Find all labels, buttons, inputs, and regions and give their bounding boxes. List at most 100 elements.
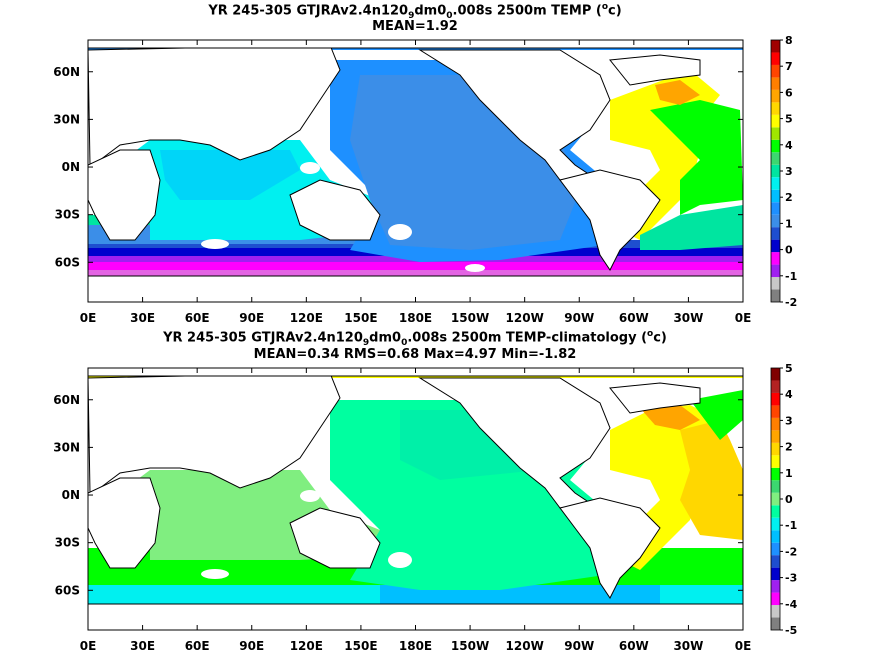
colorbar-label: -1 (785, 519, 797, 532)
panel1-map (88, 40, 743, 302)
p1-so-band-e (88, 270, 743, 276)
colorbar-swatch (771, 189, 780, 203)
x-tick-label: 120E (290, 311, 323, 325)
colorbar-swatch (771, 202, 780, 215)
p2-atlantic-orange (680, 420, 743, 540)
colorbar-swatch (771, 64, 780, 78)
x-tick-label: 0E (735, 311, 752, 325)
colorbar-swatch (771, 430, 780, 443)
x-tick-label: 120E (290, 639, 323, 653)
colorbar-swatch (771, 89, 780, 103)
y-tick-label: 30N (53, 112, 80, 126)
x-tick-label: 90E (239, 311, 264, 325)
colorbar-swatch (771, 392, 780, 406)
x-tick-label: 60W (619, 311, 649, 325)
x-tick-label: 30W (673, 639, 703, 653)
y-tick-label: 30S (55, 536, 80, 550)
x-tick-label: 150W (451, 311, 489, 325)
x-tick-label: 150E (344, 311, 377, 325)
colorbar-label: 4 (785, 139, 793, 152)
colorbar-label: 4 (785, 388, 793, 401)
x-tick-label: 60W (619, 639, 649, 653)
x-tick-label: 0E (80, 639, 97, 653)
colorbar-swatch (771, 505, 780, 518)
colorbar-swatch (771, 492, 780, 506)
colorbar-swatch (771, 127, 780, 140)
y-tick-label: 60N (53, 65, 80, 79)
y-tick-label: 60S (55, 583, 80, 597)
p1-indian-ocean-b (160, 150, 300, 200)
colorbar-swatch (771, 380, 780, 393)
colorbar-swatch (771, 152, 780, 165)
colorbar-label: 5 (785, 113, 793, 126)
colorbar-swatch (771, 77, 780, 90)
x-tick-label: 120W (506, 639, 544, 653)
x-tick-label: 150W (451, 639, 489, 653)
colorbar-swatch (771, 417, 780, 431)
x-tick-label: 0E (735, 639, 752, 653)
x-tick-label: 90W (564, 639, 594, 653)
colorbar-label: -1 (785, 270, 797, 283)
colorbar-swatch (771, 177, 780, 190)
y-tick-label: 0N (62, 488, 80, 502)
x-tick-label: 60E (185, 311, 210, 325)
colorbar-swatch (771, 40, 780, 53)
colorbar-label: 5 (785, 362, 793, 375)
colorbar-swatch (771, 542, 780, 556)
colorbar-swatch (771, 480, 780, 493)
p1-islands (201, 162, 485, 272)
colorbar-swatch (771, 467, 780, 481)
colorbar-swatch (771, 277, 780, 290)
colorbar-swatch (771, 114, 780, 128)
colorbar-label: -4 (785, 598, 798, 611)
colorbar-swatch (771, 164, 780, 178)
colorbar-swatch (771, 567, 780, 581)
colorbar-label: -5 (785, 624, 797, 637)
panel1-title: YR 245-305 GTJRAv2.4n1209dm00.008s 2500m… (208, 2, 622, 21)
colorbar-label: 3 (785, 414, 793, 427)
colorbar-swatch (771, 455, 780, 468)
colorbar-swatch (771, 214, 780, 228)
colorbar-swatch (771, 227, 780, 240)
colorbar-swatch (771, 252, 780, 265)
panel2-map (88, 368, 743, 630)
colorbar-swatch (771, 139, 780, 153)
colorbar-swatch (771, 592, 780, 606)
y-tick-label: 30N (53, 440, 80, 454)
colorbar-swatch (771, 580, 780, 593)
p2-land (88, 368, 743, 630)
x-tick-label: 0E (80, 311, 97, 325)
colorbar-swatch (771, 264, 780, 278)
colorbar-label: 0 (785, 244, 793, 257)
panel2-stats: MEAN=0.34 RMS=0.68 Max=4.97 Min=-1.82 (253, 347, 577, 362)
colorbar-label: -2 (785, 545, 797, 558)
colorbar-swatch (771, 52, 780, 65)
colorbar-label: 0 (785, 493, 793, 506)
x-tick-label: 180E (399, 639, 432, 653)
colorbar-swatch (771, 102, 780, 115)
colorbar-swatch (771, 530, 780, 543)
colorbar-swatch (771, 239, 780, 253)
p2-atlantic-orange-n (640, 405, 700, 430)
x-tick-label: 90E (239, 639, 264, 653)
colorbar-label: -3 (785, 572, 797, 585)
p1-atlantic-orange (655, 80, 700, 105)
colorbar-swatch (771, 289, 780, 302)
x-tick-label: 180E (399, 311, 432, 325)
colorbar-label: 1 (785, 217, 793, 230)
colorbar-swatch (771, 605, 780, 618)
x-tick-label: 30E (130, 639, 155, 653)
colorbar-swatch (771, 555, 780, 568)
x-tick-label: 30E (130, 311, 155, 325)
x-tick-label: 120W (506, 311, 544, 325)
colorbar-label: 8 (785, 34, 793, 47)
axes: 0E 30E 60E 90E 120E 150E 180E 150W 120W 90W 60W 30W… (53, 40, 751, 653)
colorbar-2: 5 4 3 2 1 0 -1 -2 -3 -4 -5 (770, 362, 798, 637)
colorbar-1: 8 7 6 5 4 3 2 1 0 -1 -2 (770, 34, 797, 309)
y-tick-label: 0N (62, 160, 80, 174)
p1-atlantic-south (640, 205, 743, 250)
x-tick-label: 30W (673, 311, 703, 325)
colorbar-swatch (771, 517, 780, 531)
p1-land (88, 40, 743, 302)
